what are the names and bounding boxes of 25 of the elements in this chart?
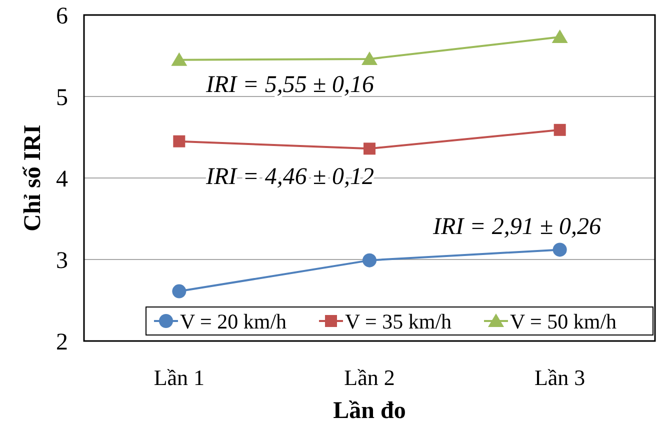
y-tick-label: 2 bbox=[56, 329, 68, 356]
y-tick-label: 4 bbox=[56, 166, 68, 192]
point bbox=[364, 142, 376, 155]
point bbox=[171, 52, 188, 66]
point bbox=[552, 30, 568, 44]
point bbox=[173, 135, 186, 148]
annotation: IRI = 5,55 ± 0,16 bbox=[204, 72, 374, 98]
y-axis-title: Chỉ số IRI bbox=[20, 124, 46, 232]
point bbox=[554, 124, 566, 136]
annotation: IRI = 2,91 ± 0,26 bbox=[432, 214, 602, 240]
point bbox=[172, 284, 186, 298]
legend-label: V = 20 km/h bbox=[180, 309, 288, 334]
annotation: IRI = 4,46 ± 0,12 bbox=[204, 164, 374, 190]
y-tick-label: 6 bbox=[56, 3, 68, 30]
legend-label: V = 35 km/h bbox=[345, 309, 452, 334]
x-tick-label: Lần 3 bbox=[534, 365, 586, 390]
x-tick-label: Lần 2 bbox=[344, 365, 395, 390]
point bbox=[362, 253, 376, 268]
x-axis-title: Lần đo bbox=[333, 398, 406, 424]
y-tick-label: 5 bbox=[56, 84, 68, 111]
y-tick-label: 3 bbox=[56, 248, 68, 274]
point bbox=[362, 52, 378, 66]
x-tick-label: Lần 1 bbox=[154, 365, 205, 390]
point bbox=[552, 242, 567, 257]
legend-label: V = 50 km/h bbox=[510, 309, 618, 334]
